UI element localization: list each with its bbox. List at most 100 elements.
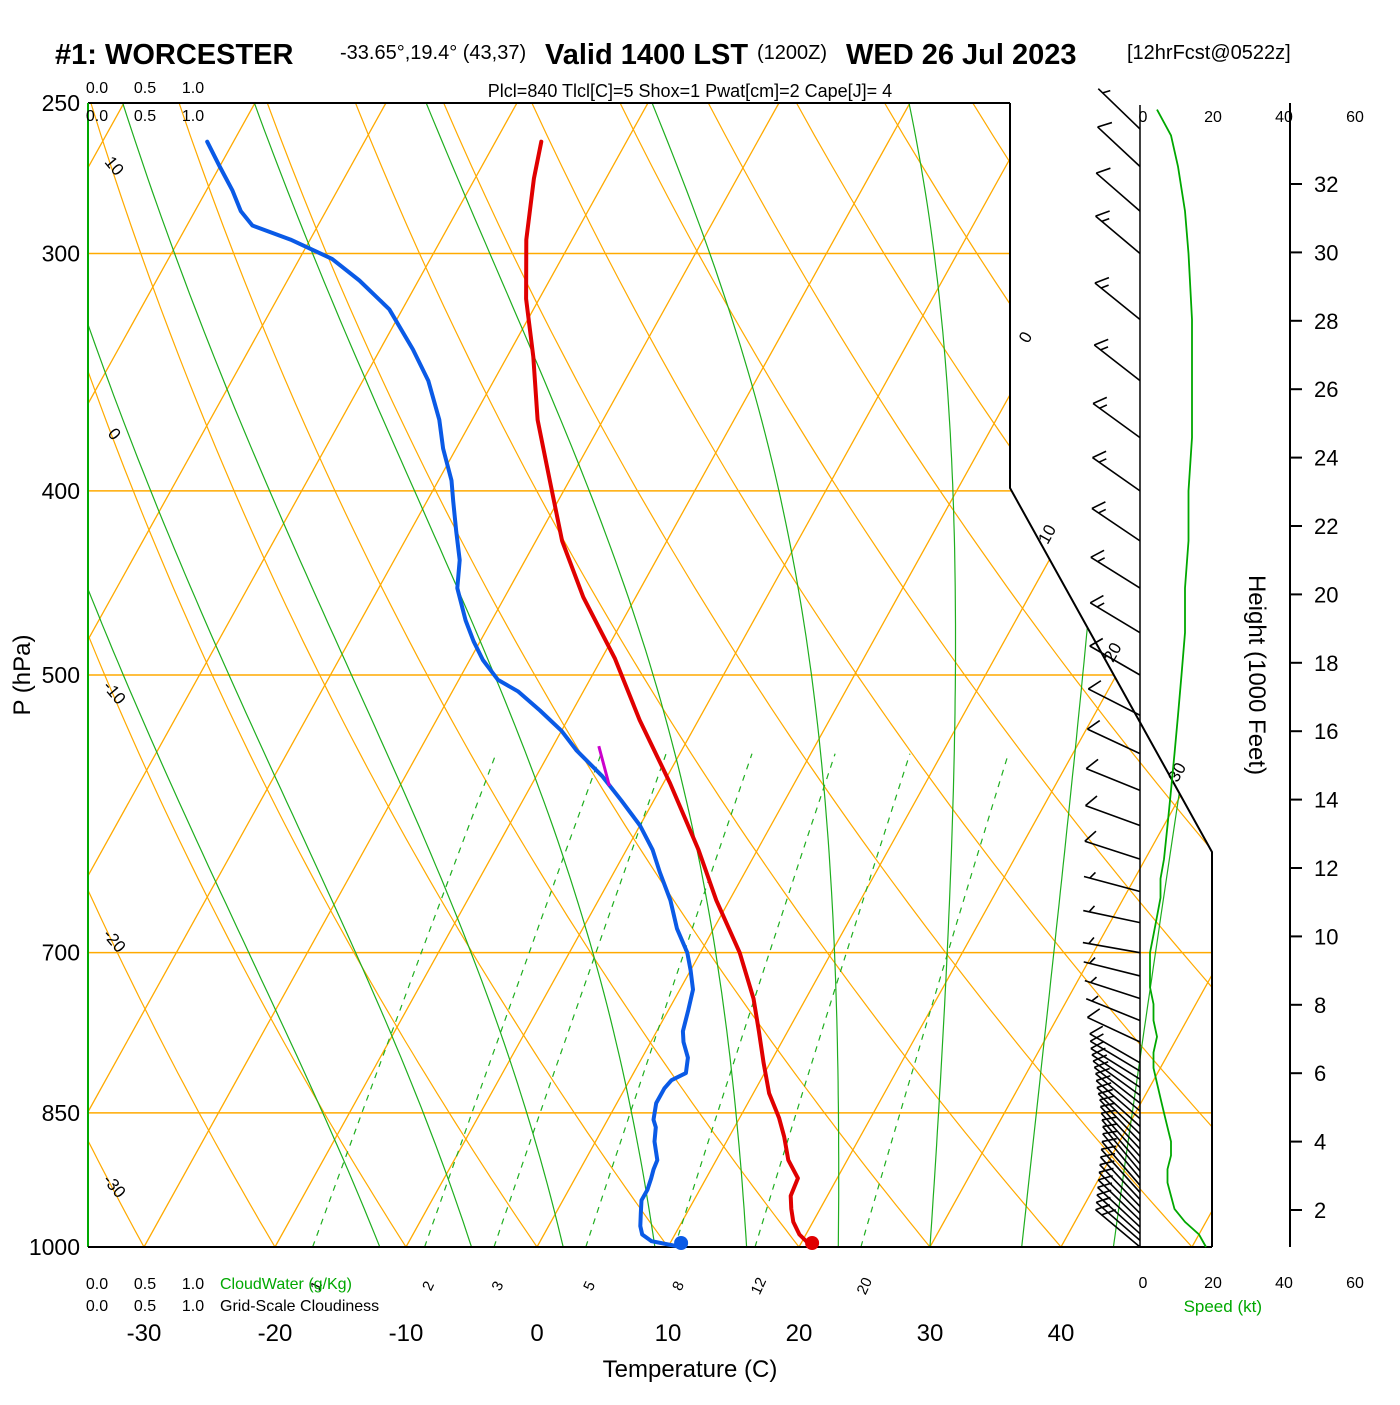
height-tick-label: 26 bbox=[1314, 377, 1338, 402]
wind-barb bbox=[1096, 1205, 1140, 1247]
surface-temperature-dot bbox=[805, 1236, 819, 1250]
speed-scale-bottom-label: 20 bbox=[1204, 1275, 1222, 1292]
speed-scale-top-label: 20 bbox=[1204, 109, 1222, 126]
height-tick-label: 20 bbox=[1314, 582, 1338, 607]
height-tick-label: 16 bbox=[1314, 719, 1338, 744]
temperature-tick-label: -10 bbox=[389, 1320, 424, 1347]
temperature-tick-label: -20 bbox=[258, 1320, 293, 1347]
dry-adiabat-line bbox=[1149, 103, 1400, 1247]
temperature-tick-label: 20 bbox=[786, 1320, 813, 1347]
cloudwater-scale-top-label: 1.0 bbox=[182, 80, 204, 97]
mixing-ratio-line bbox=[586, 754, 752, 1247]
cloudiness-scale-top-label: 0.0 bbox=[86, 108, 108, 125]
temperature-tick-label: 40 bbox=[1048, 1320, 1075, 1347]
cloudiness-scale-top-label: 1.0 bbox=[182, 108, 204, 125]
wind-speed-curve bbox=[1150, 110, 1206, 1247]
wind-barb bbox=[1085, 796, 1140, 825]
isotherm-label: 10 bbox=[1034, 521, 1060, 547]
temperature-tick-label: 10 bbox=[655, 1320, 682, 1347]
pressure-tick-label: 250 bbox=[42, 90, 80, 116]
wind-barb bbox=[1096, 1197, 1140, 1240]
wind-barb bbox=[1092, 451, 1140, 491]
isotherm-label: 0 bbox=[1015, 329, 1036, 346]
height-tick-label: 2 bbox=[1314, 1198, 1326, 1223]
height-tick-label: 4 bbox=[1314, 1130, 1326, 1155]
height-tick-label: 14 bbox=[1314, 788, 1338, 813]
dry-adiabat-label: 10 bbox=[101, 153, 128, 180]
wind-barb bbox=[1098, 89, 1140, 129]
height-tick-label: 32 bbox=[1314, 172, 1338, 197]
speed-scale-top-label: 0 bbox=[1139, 109, 1148, 126]
height-axis-title: Height (1000 Feet) bbox=[1243, 575, 1270, 775]
mixing-ratio-label: 5 bbox=[580, 1279, 599, 1294]
surface-dewpoint-dot bbox=[674, 1236, 688, 1250]
temperature-tick-label: 30 bbox=[917, 1320, 944, 1347]
wind-barb bbox=[1096, 211, 1140, 253]
wind-barb bbox=[1084, 872, 1140, 891]
mixing-ratio-label: 3 bbox=[488, 1279, 507, 1294]
cloudiness-scale-bottom-label: 0.0 bbox=[86, 1298, 108, 1315]
wind-panel bbox=[1083, 89, 1206, 1247]
wind-barb bbox=[1086, 996, 1140, 1020]
height-tick-label: 30 bbox=[1314, 240, 1338, 265]
station-title: #1: WORCESTER bbox=[55, 39, 294, 71]
isotherm-label: 20 bbox=[1100, 639, 1126, 665]
cloudwater-scale-top-label: 0.0 bbox=[86, 80, 108, 97]
wind-barb bbox=[1084, 958, 1140, 976]
dry-adiabat-label: -30 bbox=[99, 1171, 129, 1202]
cloudiness-scale-bottom-label: 1.0 bbox=[182, 1298, 204, 1315]
cloudwater-axis-title: CloudWater (g/Kg) bbox=[220, 1276, 352, 1293]
wind-barb bbox=[1098, 123, 1140, 167]
wind-barb bbox=[1087, 721, 1140, 754]
temperature-tick-label: 0 bbox=[530, 1320, 543, 1347]
speed-scale-bottom-label: 0 bbox=[1139, 1275, 1148, 1292]
pressure-tick-label: 850 bbox=[42, 1100, 80, 1126]
cloudiness-scale-bottom-label: 0.5 bbox=[134, 1298, 156, 1315]
temperature-tick-label: -30 bbox=[127, 1320, 162, 1347]
mixing-ratio-label: 2 bbox=[419, 1279, 438, 1294]
wind-barb bbox=[1086, 759, 1140, 790]
height-tick-label: 28 bbox=[1314, 309, 1338, 334]
wind-barb bbox=[1091, 550, 1140, 588]
speed-scale-bottom-label: 60 bbox=[1346, 1275, 1364, 1292]
cloudwater-scale-bottom-label: 0.0 bbox=[86, 1276, 108, 1293]
pressure-tick-label: 700 bbox=[42, 940, 80, 966]
mixing-ratio-label: 12 bbox=[748, 1275, 770, 1297]
wind-barb bbox=[1083, 938, 1140, 953]
wind-barb bbox=[1095, 278, 1140, 320]
height-tick-label: 12 bbox=[1314, 856, 1338, 881]
speed-scale-top-label: 40 bbox=[1275, 109, 1293, 126]
height-tick-label: 24 bbox=[1314, 446, 1338, 471]
wind-barb bbox=[1094, 339, 1140, 380]
speed-scale-bottom-label: 40 bbox=[1275, 1275, 1293, 1292]
mixing-ratio-label: 8 bbox=[669, 1279, 688, 1294]
sounding-indices-label: Plcl=840 Tlcl[C]=5 Shox=1 Pwat[cm]=2 Cap… bbox=[488, 81, 892, 101]
cloudwater-scale-top-label: 0.5 bbox=[134, 80, 156, 97]
mixing-ratio-label: 20 bbox=[854, 1275, 876, 1297]
cloudwater-scale-bottom-label: 0.5 bbox=[134, 1276, 156, 1293]
height-tick-label: 18 bbox=[1314, 651, 1338, 676]
speed-scale-top-label: 60 bbox=[1346, 109, 1364, 126]
mixing-ratio-line bbox=[313, 754, 496, 1247]
dry-adiabat-label: -20 bbox=[99, 925, 129, 956]
forecast-run-label: [12hrFcst@0522z] bbox=[1127, 42, 1291, 64]
height-tick-label: 22 bbox=[1314, 514, 1338, 539]
cloudiness-scale-top-label: 0.5 bbox=[134, 108, 156, 125]
mixing-ratio-line bbox=[755, 754, 910, 1247]
wind-barb bbox=[1090, 596, 1140, 633]
pressure-axis-title: P (hPa) bbox=[9, 635, 36, 716]
pressure-tick-label: 400 bbox=[42, 478, 80, 504]
pressure-tick-label: 300 bbox=[42, 240, 80, 266]
speed-axis-title: Speed (kt) bbox=[1184, 1297, 1262, 1316]
height-tick-label: 6 bbox=[1314, 1061, 1326, 1086]
dry-adiabat-label: -10 bbox=[99, 677, 129, 708]
wind-barb bbox=[1093, 397, 1140, 437]
wind-barb bbox=[1096, 168, 1140, 211]
cloudiness-axis-title: Grid-Scale Cloudiness bbox=[220, 1298, 379, 1315]
pressure-tick-label: 1000 bbox=[29, 1234, 80, 1260]
station-coords: -33.65°,19.4° (43,37) bbox=[340, 42, 526, 64]
height-tick-label: 8 bbox=[1314, 993, 1326, 1018]
zulu-time-label: (1200Z) bbox=[757, 42, 827, 64]
cloudwater-scale-bottom-label: 1.0 bbox=[182, 1276, 204, 1293]
